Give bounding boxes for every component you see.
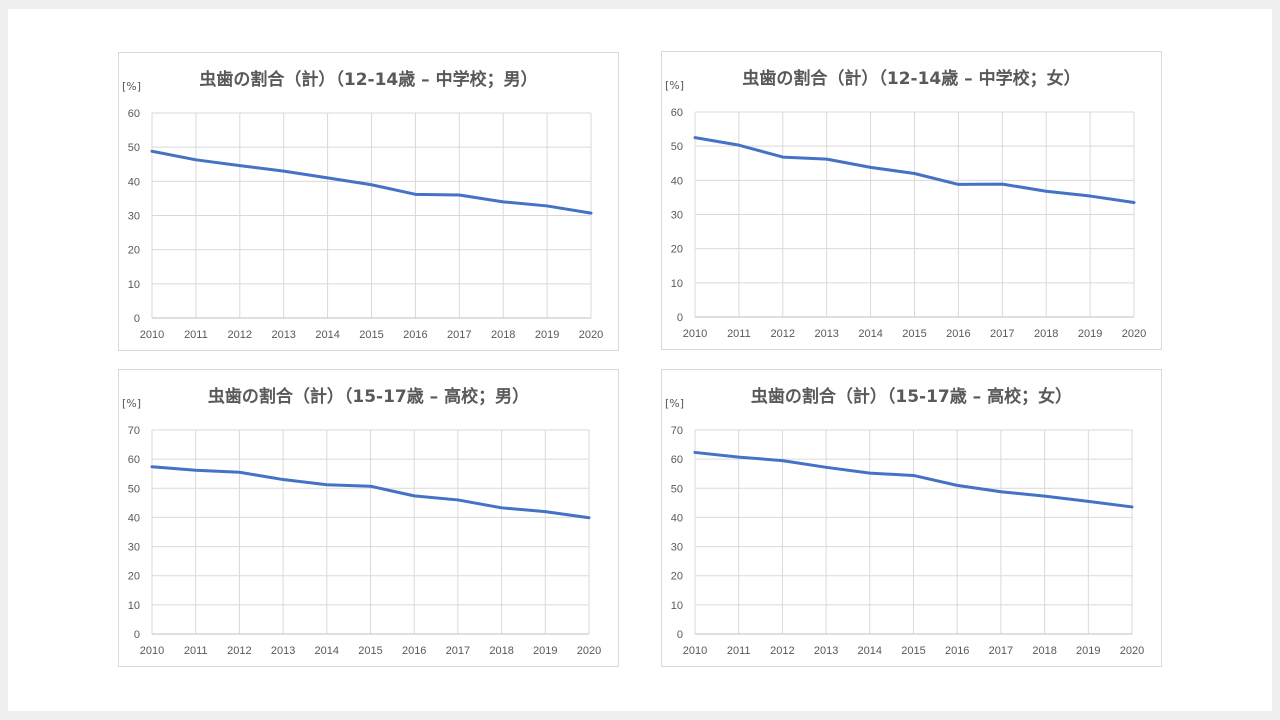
y-tick-label: 20 [128,245,140,257]
x-tick-label: 2016 [403,329,427,341]
x-tick-label: 2020 [579,329,603,341]
line-chart-svg: 0 10 20 30 40 50 60 2010 2011 2012 2013 2014 2015 201… [671,107,1146,340]
x-tick-label: 2013 [271,645,295,657]
y-tick-label: 0 [677,312,683,324]
x-tick-label: 2018 [489,645,513,657]
x-tick-label: 2011 [184,329,208,341]
y-tick-label: 0 [677,629,683,641]
slide: 虫歯の割合（計）（12-14歳 – 中学校；男） [%] 0 10 20 30 40 50… [8,9,1272,711]
y-tick-label: 70 [671,425,683,437]
y-tick-label: 60 [671,107,683,119]
x-tick-label: 2016 [946,328,970,340]
x-tick-label: 2014 [858,645,882,657]
x-tick-label: 2017 [446,645,470,657]
chart-title: 虫歯の割合（計）（15-17歳 – 高校；男） [207,387,530,407]
x-tick-label: 2019 [1076,645,1100,657]
x-tick-label: 2015 [358,645,382,657]
y-tick-label: 20 [671,571,683,583]
x-tick-label: 2017 [990,328,1014,340]
x-tick-label: 2020 [1120,645,1144,657]
y-tick-label: 50 [128,483,140,495]
x-tick-label: 2013 [814,328,838,340]
y-tick-label: 50 [671,483,683,495]
y-tick-label: 60 [128,108,140,120]
y-tick-label: 40 [671,512,683,524]
x-tick-label: 2014 [858,328,882,340]
y-tick-label: 0 [134,629,140,641]
y-tick-label: 20 [128,571,140,583]
y-tick-label: 30 [671,210,683,222]
y-tick-label: 60 [671,454,683,466]
y-tick-label: 30 [128,211,140,223]
x-tick-label: 2013 [271,329,295,341]
y-unit-label: [%] [122,80,142,93]
x-tick-label: 2013 [814,645,838,657]
series-line [693,136,1136,205]
x-tick-label: 2016 [402,645,426,657]
chart-title: 虫歯の割合（計）（12-14歳 – 中学校；女） [742,69,1081,89]
y-tick-label: 30 [671,542,683,554]
series-line [150,149,593,215]
y-tick-label: 10 [671,600,683,612]
x-tick-label: 2017 [447,329,471,341]
y-unit-label: [%] [665,397,685,410]
chart-middle-school-male: 虫歯の割合（計）（12-14歳 – 中学校；男） [%] 0 10 20 30 40 50… [118,52,619,351]
x-tick-label: 2019 [535,329,559,341]
chart-title: 虫歯の割合（計）（15-17歳 – 高校；女） [750,387,1073,407]
y-tick-label: 60 [128,454,140,466]
y-tick-label: 70 [128,425,140,437]
x-tick-label: 2015 [902,328,926,340]
x-tick-label: 2015 [359,329,383,341]
x-tick-label: 2014 [315,645,339,657]
x-tick-label: 2012 [228,329,252,341]
line-chart-svg: 0 10 20 30 40 50 60 2010 2011 2012 2013 2014 2015 201… [128,108,603,341]
y-tick-label: 20 [671,244,683,256]
x-tick-label: 2018 [491,329,515,341]
x-tick-label: 2019 [1078,328,1102,340]
x-tick-label: 2019 [533,645,557,657]
chart-title: 虫歯の割合（計）（12-14歳 – 中学校；男） [199,70,538,90]
y-tick-label: 40 [128,176,140,188]
x-tick-label: 2020 [1122,328,1146,340]
x-tick-label: 2018 [1034,328,1058,340]
y-tick-label: 50 [671,141,683,153]
x-tick-label: 2010 [140,329,164,341]
x-tick-label: 2015 [901,645,925,657]
y-tick-label: 30 [128,542,140,554]
x-tick-label: 2016 [945,645,969,657]
x-tick-label: 2017 [989,645,1013,657]
series-line [693,450,1134,509]
line-chart-svg: 0 10 20 30 40 50 60 70 2010 2011 2012 2013 2014 2015 2… [128,425,601,657]
x-tick-label: 2012 [770,645,794,657]
x-tick-label: 2014 [315,329,339,341]
x-tick-label: 2012 [771,328,795,340]
series-line [150,465,591,520]
y-tick-label: 50 [128,142,140,154]
x-tick-label: 2011 [727,328,751,340]
chart-high-school-female: 虫歯の割合（計）（15-17歳 – 高校；女） [%] 0 10 20 30 40 50 6… [661,369,1162,667]
x-tick-label: 2018 [1032,645,1056,657]
y-tick-label: 40 [128,512,140,524]
x-tick-label: 2020 [577,645,601,657]
x-tick-label: 2011 [727,645,751,657]
chart-middle-school-female: 虫歯の割合（計）（12-14歳 – 中学校；女） [%] 0 10 20 30 40 50… [661,51,1162,350]
line-chart-svg: 0 10 20 30 40 50 60 70 2010 2011 2012 2013 2014 2015 2… [671,425,1144,657]
chart-high-school-male: 虫歯の割合（計）（15-17歳 – 高校；男） [%] 0 10 20 30 40 50 6… [118,369,619,667]
y-tick-label: 40 [671,175,683,187]
y-tick-label: 10 [128,279,140,291]
x-tick-label: 2012 [227,645,251,657]
x-tick-label: 2011 [184,645,208,657]
y-unit-label: [%] [122,397,142,410]
y-tick-label: 0 [134,313,140,325]
y-tick-label: 10 [128,600,140,612]
x-tick-label: 2010 [140,645,164,657]
y-tick-label: 10 [671,278,683,290]
x-tick-label: 2010 [683,328,707,340]
x-tick-label: 2010 [683,645,707,657]
y-unit-label: [%] [665,79,685,92]
